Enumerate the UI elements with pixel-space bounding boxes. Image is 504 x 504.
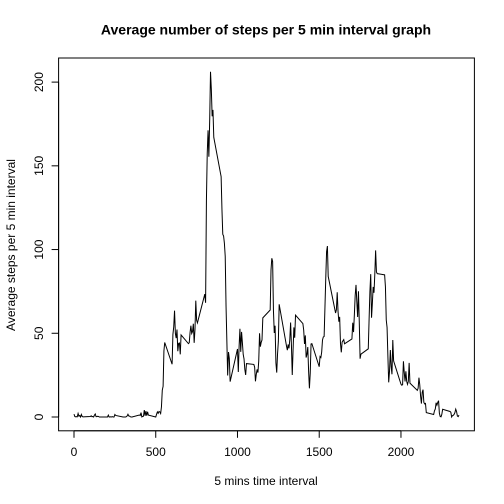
data-line — [73, 71, 460, 419]
y-tick-label: 150 — [32, 155, 46, 175]
x-tick-label: 500 — [146, 445, 166, 459]
x-axis-label: 5 mins time interval — [214, 474, 317, 488]
y-axis-label: Average steps per 5 min interval — [4, 159, 18, 331]
y-tick-label: 100 — [32, 239, 46, 259]
y-tick-label: 0 — [32, 413, 46, 420]
x-tick-label: 1000 — [224, 445, 251, 459]
y-tick-label: 50 — [32, 326, 46, 340]
x-tick-label: 1500 — [306, 445, 333, 459]
chart-title: Average number of steps per 5 min interv… — [101, 22, 431, 38]
y-tick-label: 200 — [32, 72, 46, 92]
x-tick-label: 0 — [71, 445, 78, 459]
x-tick-label: 2000 — [388, 445, 415, 459]
